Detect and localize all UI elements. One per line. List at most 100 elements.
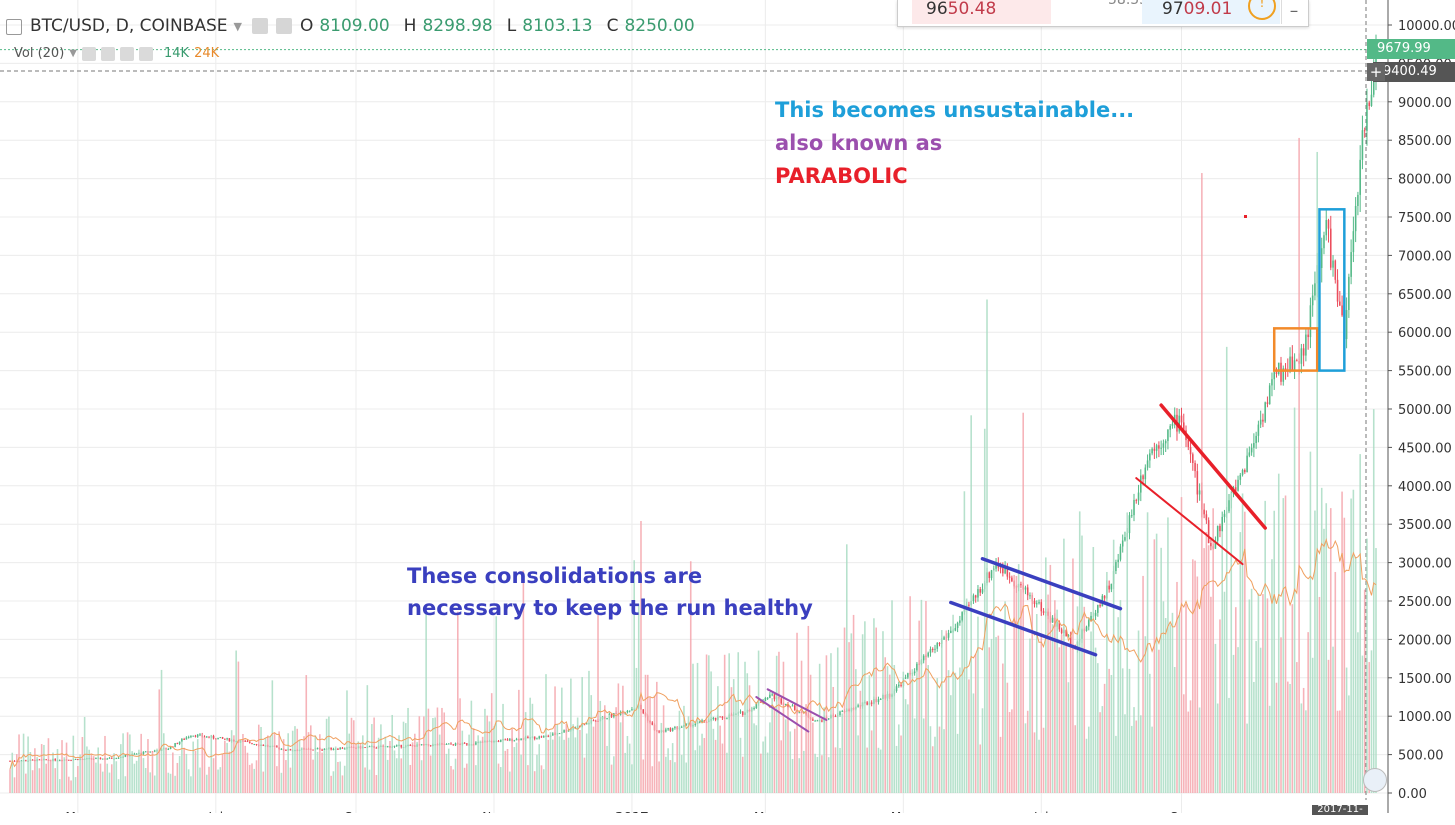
candle-body: [499, 739, 502, 742]
candle-body: [1253, 443, 1255, 448]
volume-bar: [1244, 511, 1246, 793]
candle-body: [289, 749, 292, 751]
volume-bar: [848, 642, 850, 793]
volume-bar: [142, 758, 145, 793]
candle-body: [1178, 415, 1181, 432]
volume-bar: [447, 748, 450, 793]
volume-bar: [1097, 663, 1099, 793]
close-icon[interactable]: [138, 46, 153, 61]
volume-bar: [303, 736, 305, 793]
volume-bar: [1259, 647, 1262, 793]
gear-icon[interactable]: [100, 46, 115, 61]
alert-clock-icon[interactable]: !: [1248, 0, 1276, 20]
volume-bar: [1257, 593, 1260, 793]
volume-bar: [689, 561, 692, 793]
candle-body: [1300, 348, 1303, 364]
volume-bar: [359, 742, 362, 793]
purple-channel-lower: [755, 696, 810, 733]
volume-bar: [1011, 709, 1013, 793]
candle-body: [1020, 584, 1022, 586]
volume-bar: [604, 705, 606, 793]
minimize-button[interactable]: –: [1281, 0, 1306, 24]
eye-icon[interactable]: [81, 46, 96, 61]
chevron-down-icon[interactable]: ▼: [69, 48, 77, 59]
volume-bar: [1341, 491, 1343, 793]
volume-bar: [567, 737, 570, 793]
volume-bar: [927, 665, 929, 793]
candle-body: [1196, 471, 1199, 495]
volume-bar: [65, 742, 68, 793]
volume-bar: [1067, 682, 1070, 793]
volume-bar: [185, 753, 188, 793]
volume-bar: [165, 747, 167, 793]
volume-bar: [228, 751, 231, 793]
volume-bar: [952, 614, 954, 793]
volume-bar: [1017, 564, 1020, 793]
candle-body: [1221, 516, 1224, 532]
eye-icon[interactable]: [251, 18, 268, 34]
date-flag: 2017-11-08: [1312, 805, 1368, 825]
high-label: H: [403, 16, 417, 36]
add-plus-icon[interactable]: +: [1367, 63, 1385, 81]
volume-bar: [400, 758, 403, 793]
sell-button[interactable]: 9650.48: [912, 0, 1051, 24]
candle-body: [780, 698, 782, 704]
chevron-down-icon[interactable]: ▼: [233, 19, 242, 33]
candle-body: [907, 673, 909, 678]
flag-icon[interactable]: [1363, 768, 1387, 792]
volume-bar: [1212, 508, 1214, 793]
volume-bar: [1336, 710, 1339, 793]
volume-bar: [47, 738, 50, 793]
candle-body: [764, 698, 767, 702]
volume-bar: [791, 758, 794, 793]
volume-bar: [524, 712, 527, 793]
x-tick-label: May: [65, 810, 90, 813]
y-tick-label: 7000.00: [1398, 249, 1452, 264]
volume-bar: [793, 728, 796, 793]
volume-bar: [983, 428, 986, 793]
volume-bar: [658, 761, 660, 793]
volume-bar: [1289, 683, 1291, 793]
candle-body: [1361, 130, 1364, 160]
volume-bar: [291, 730, 294, 793]
volume-bar: [1189, 700, 1192, 793]
volume-bar: [219, 767, 222, 793]
volume-bar: [1060, 634, 1063, 793]
candle-body: [149, 751, 152, 753]
volume-bar: [597, 615, 599, 793]
plus-icon[interactable]: [119, 46, 134, 61]
volume-bar: [54, 768, 57, 793]
x-tick-label: 2017: [615, 810, 648, 813]
volume-bar: [1271, 559, 1273, 793]
candle-body: [167, 748, 170, 750]
x-tick-label: Jul: [1033, 810, 1048, 813]
volume-bar: [805, 704, 807, 793]
volume-bar: [728, 653, 730, 793]
candle-body: [712, 717, 715, 720]
volume-bar: [63, 757, 66, 793]
volume-bar: [312, 759, 314, 793]
volume-bar: [588, 670, 590, 793]
volume-bar: [1363, 589, 1366, 793]
candle-body: [212, 735, 215, 739]
symbol-title[interactable]: BTC/USD, D, COINBASE: [30, 16, 228, 36]
volume-bar: [479, 740, 482, 793]
volume-bar: [554, 686, 556, 793]
volume-bar: [298, 739, 301, 793]
candle-body: [420, 744, 423, 746]
volume-bar: [1022, 412, 1024, 793]
volume-bar: [710, 671, 712, 793]
candle-body: [1103, 595, 1106, 599]
candle-body: [1237, 479, 1239, 491]
volume-bar: [1339, 710, 1341, 793]
candle-body: [1350, 252, 1352, 277]
y-tick-label: 500.00: [1398, 749, 1444, 764]
menu-icon[interactable]: [6, 19, 22, 35]
volume-bar: [572, 724, 574, 793]
gear-icon[interactable]: [275, 18, 292, 34]
candle-body: [68, 759, 70, 761]
volume-bar: [1287, 681, 1289, 793]
candle-body: [54, 758, 57, 761]
volume-label[interactable]: Vol (20): [14, 46, 65, 61]
